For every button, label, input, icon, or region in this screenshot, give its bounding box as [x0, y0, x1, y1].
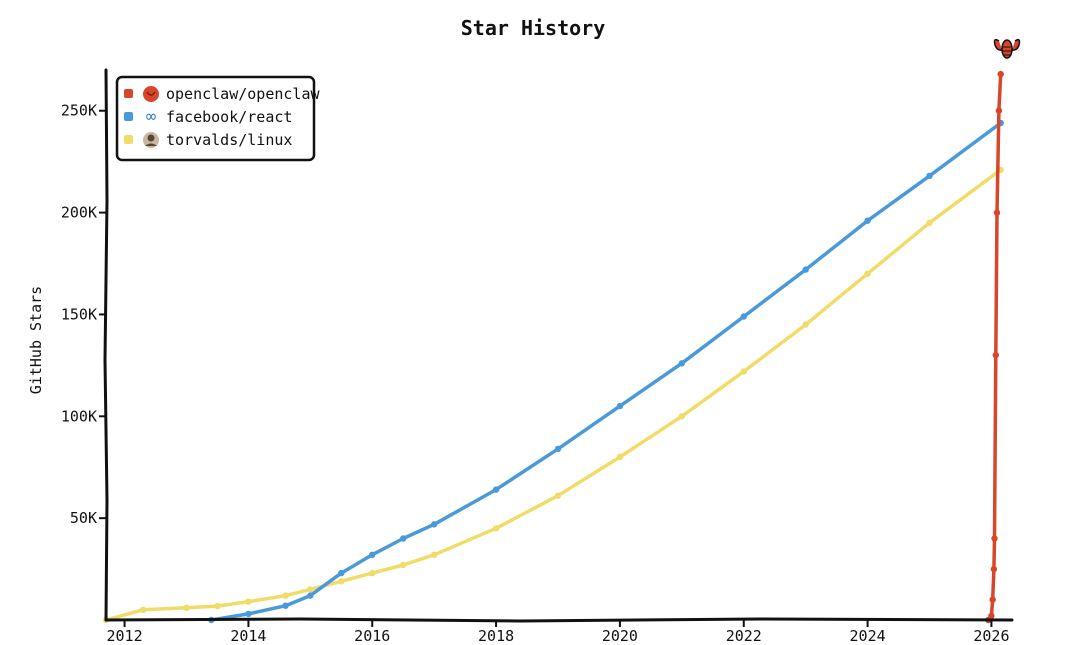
y-tick-label: 100K: [61, 407, 97, 425]
data-point-torvalds-linux: [431, 551, 438, 558]
data-point-openclaw-openclaw: [992, 352, 999, 359]
data-point-torvalds-linux: [678, 413, 685, 420]
legend-box: [115, 75, 316, 162]
data-point-openclaw-openclaw: [988, 612, 995, 620]
legend-swatch: [124, 89, 133, 98]
x-tick-label: 2020: [602, 627, 638, 645]
series-line-torvalds-linux: [104, 168, 1003, 622]
legend-swatch: [124, 112, 133, 121]
data-point-facebook-react: [307, 592, 314, 599]
data-point-facebook-react: [864, 217, 871, 224]
legend-item: ∞ facebook/react: [124, 107, 292, 127]
y-axis-label: GitHub Stars: [27, 286, 45, 394]
legend-label: facebook/react: [166, 108, 292, 126]
data-point-openclaw-openclaw: [989, 596, 996, 603]
data-point-facebook-react: [338, 569, 345, 577]
data-point-torvalds-linux: [282, 592, 289, 599]
y-tick-label: 50K: [70, 509, 97, 527]
series-layer: [102, 70, 1004, 624]
data-point-facebook-react: [740, 313, 747, 320]
data-point-torvalds-linux: [140, 606, 147, 613]
data-point-openclaw-openclaw: [993, 209, 1001, 216]
x-tick-label: 2014: [230, 627, 266, 645]
data-point-torvalds-linux: [802, 321, 809, 328]
data-point-facebook-react: [400, 535, 407, 542]
data-point-facebook-react: [926, 172, 933, 180]
x-tick-label: 2026: [973, 627, 1009, 645]
legend-item: torvalds/linux: [124, 131, 292, 149]
data-point-facebook-react: [616, 402, 624, 410]
data-point-torvalds-linux: [616, 453, 624, 461]
legend-item: openclaw/openclaw: [124, 85, 320, 103]
data-point-torvalds-linux: [307, 586, 314, 593]
data-point-torvalds-linux: [183, 604, 190, 611]
ticks-layer: 2012 2014 2016 2018 2020 2022 2024 2026 50K 100K 1…: [61, 102, 1010, 645]
x-axis: [104, 617, 1014, 623]
data-point-facebook-react: [245, 610, 252, 618]
data-point-torvalds-linux: [492, 525, 500, 532]
legend-label: torvalds/linux: [166, 131, 292, 149]
lobster-icon: [993, 38, 1021, 59]
x-tick-label: 2012: [107, 627, 143, 645]
data-point-facebook-react: [802, 266, 809, 273]
x-tick-label: 2022: [726, 627, 762, 645]
x-tick-label: 2024: [850, 627, 886, 645]
legend-label: openclaw/openclaw: [166, 85, 320, 103]
y-tick-label: 150K: [61, 305, 97, 323]
chart-title: Star History: [461, 16, 606, 40]
data-point-torvalds-linux: [338, 578, 345, 585]
data-point-openclaw-openclaw: [990, 565, 998, 573]
data-point-openclaw-openclaw: [991, 535, 998, 542]
y-axis: [103, 68, 109, 622]
data-point-facebook-react: [282, 602, 289, 609]
data-point-facebook-react: [678, 360, 685, 367]
data-point-torvalds-linux: [926, 219, 933, 226]
data-point-torvalds-linux: [245, 598, 252, 605]
data-point-torvalds-linux: [740, 368, 747, 375]
data-point-torvalds-linux: [369, 569, 376, 577]
legend-swatch: [124, 135, 133, 144]
data-point-torvalds-linux: [554, 492, 562, 499]
data-point-facebook-react: [492, 486, 500, 493]
data-point-facebook-react: [431, 521, 438, 528]
avatar-icon: [143, 132, 159, 148]
data-point-facebook-react: [554, 445, 562, 453]
y-tick-label: 250K: [61, 102, 97, 120]
data-point-torvalds-linux: [214, 602, 221, 610]
data-point-facebook-react: [369, 551, 376, 558]
data-point-torvalds-linux: [864, 270, 871, 277]
lobster-icon: [143, 86, 159, 102]
react-icon: ∞: [146, 107, 156, 127]
legend: openclaw/openclaw ∞ facebook/react torvalds…: [115, 75, 320, 162]
data-point-openclaw-openclaw: [997, 70, 1004, 78]
data-point-openclaw-openclaw: [995, 107, 1003, 114]
y-tick-label: 200K: [61, 204, 97, 222]
data-point-torvalds-linux: [400, 561, 407, 569]
series-line-facebook-react: [209, 121, 1003, 622]
x-tick-label: 2018: [478, 627, 514, 645]
x-tick-label: 2016: [354, 627, 390, 645]
